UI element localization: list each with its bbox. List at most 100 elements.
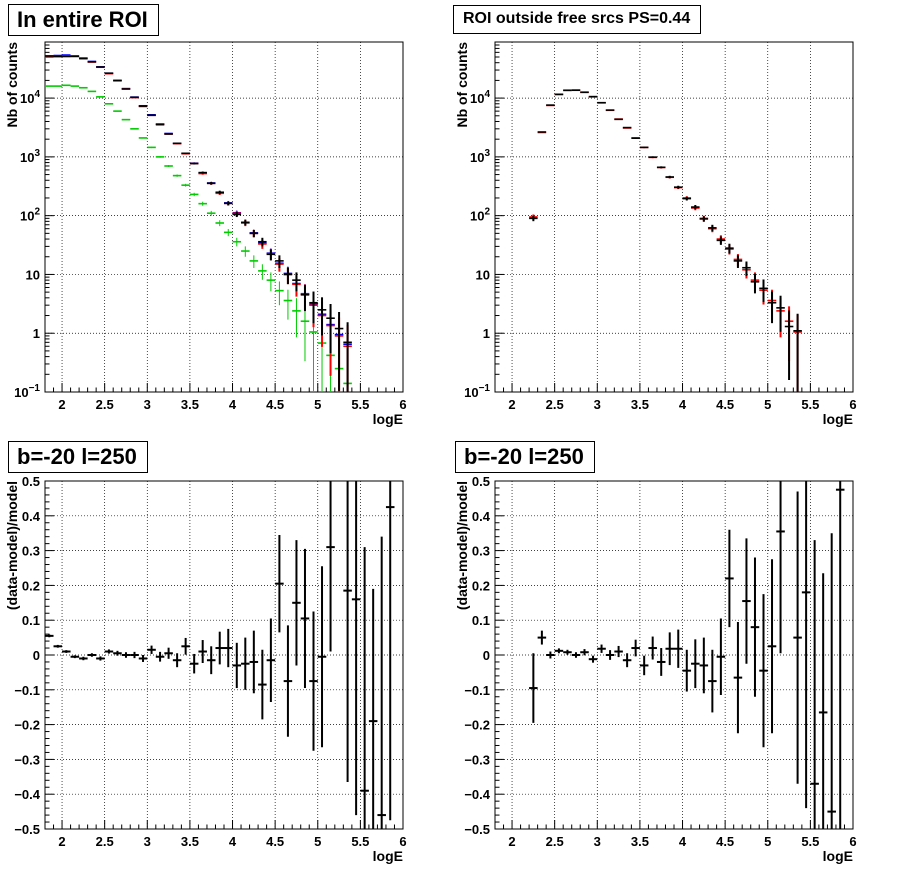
data-point [215, 631, 224, 665]
data-point [198, 201, 207, 206]
y-tick-label: 10 [26, 267, 40, 282]
x-tick-label: 4.5 [716, 397, 734, 412]
series-0 [529, 89, 802, 392]
y-tick-label: −0.2 [14, 718, 40, 733]
y-tick-label: 10 [476, 267, 490, 282]
data-point [793, 313, 802, 392]
x-tick-label: 4 [229, 397, 237, 412]
panel4-title: b=-20 l=250 [455, 441, 595, 473]
data-point [537, 630, 547, 645]
series-0 [45, 84, 352, 392]
data-point [725, 529, 734, 628]
x-tick-label: 2.5 [96, 397, 114, 412]
data-point [656, 166, 666, 169]
y-tick-label: 0.1 [22, 613, 40, 628]
x-tick-label: 5 [764, 834, 771, 849]
data-point [699, 216, 709, 222]
data-point [189, 192, 199, 197]
x-tick-label: 2 [58, 397, 65, 412]
data-point [283, 625, 293, 737]
data-point [708, 224, 717, 232]
data-point [232, 237, 242, 247]
x-tick-label: 2 [508, 834, 515, 849]
data-point [605, 650, 615, 660]
data-point [138, 137, 148, 139]
x-axis-label: logE [373, 411, 403, 427]
panel-1: 2 2.5 3 3.5 4 4.5 5 5.5 6 10−1 1 10 102 103 104 logE Nb … [4, 41, 407, 427]
y-tick-label: 102 [470, 207, 490, 224]
x-tick-label: 2.5 [96, 834, 114, 849]
x-tick-label: 6 [849, 834, 856, 849]
data-point [733, 621, 743, 734]
x-tick-label: 6 [849, 397, 856, 412]
y-axis-label: Nb of counts [4, 42, 20, 128]
data-point [580, 649, 589, 656]
data-point [62, 650, 71, 653]
data-point [622, 653, 632, 668]
series-1 [529, 89, 802, 392]
plot-frame [44, 480, 404, 830]
x-tick-label: 6 [399, 834, 406, 849]
y-tick-label: 0 [33, 648, 40, 663]
data-point [266, 618, 276, 702]
data-point [691, 639, 700, 689]
data-point [155, 123, 165, 125]
data-point [215, 220, 224, 227]
x-axis-label: logE [823, 848, 853, 864]
residual-series [529, 481, 845, 829]
data-point [121, 652, 131, 658]
x-tick-label: 4.5 [716, 834, 734, 849]
x-tick-label: 2.5 [546, 397, 564, 412]
data-point [249, 229, 259, 238]
data-point [368, 588, 378, 829]
data-point [181, 183, 190, 187]
data-point [232, 212, 242, 218]
x-tick-label: 3 [594, 397, 601, 412]
y-tick-label: 0.4 [472, 509, 491, 524]
x-tick-label: 5 [314, 834, 321, 849]
panel1-title: In entire ROI [8, 4, 159, 36]
data-point [801, 481, 811, 809]
data-point [360, 547, 369, 829]
data-point [215, 190, 224, 194]
data-point [138, 655, 148, 662]
data-point [198, 640, 207, 664]
x-tick-label: 4 [679, 834, 687, 849]
data-point [784, 310, 794, 381]
data-point [224, 201, 233, 206]
data-point [742, 261, 751, 277]
y-tick-label: −0.4 [14, 787, 40, 802]
data-point [716, 618, 726, 696]
x-tick-label: 5.5 [351, 397, 369, 412]
y-tick-label: 103 [470, 148, 490, 165]
x-tick-label: 3 [594, 834, 601, 849]
y-tick-label: 0.3 [22, 544, 40, 559]
data-point [810, 540, 819, 829]
data-point [232, 642, 242, 689]
data-point [164, 133, 173, 135]
data-point [742, 538, 751, 664]
data-point [241, 246, 250, 257]
data-point [147, 114, 156, 117]
data-point [172, 174, 182, 177]
y-tick-label: 0.5 [472, 474, 490, 489]
x-tick-label: 5.5 [801, 834, 819, 849]
x-tick-label: 4 [679, 397, 687, 412]
data-point [266, 249, 276, 261]
data-point [682, 649, 692, 692]
data-point [241, 637, 250, 690]
data-point [614, 645, 623, 658]
data-point [283, 267, 293, 285]
y-tick-label: −0.4 [464, 787, 490, 802]
data-point [656, 648, 666, 676]
data-point [631, 639, 640, 657]
data-point [818, 573, 828, 829]
data-point [385, 481, 395, 821]
x-tick-label: 4.5 [266, 834, 284, 849]
data-point [309, 291, 318, 324]
data-point [130, 651, 139, 659]
x-tick-label: 3.5 [181, 834, 199, 849]
data-point [674, 185, 683, 189]
data-point [767, 559, 777, 734]
x-axis-label: logE [823, 411, 853, 427]
